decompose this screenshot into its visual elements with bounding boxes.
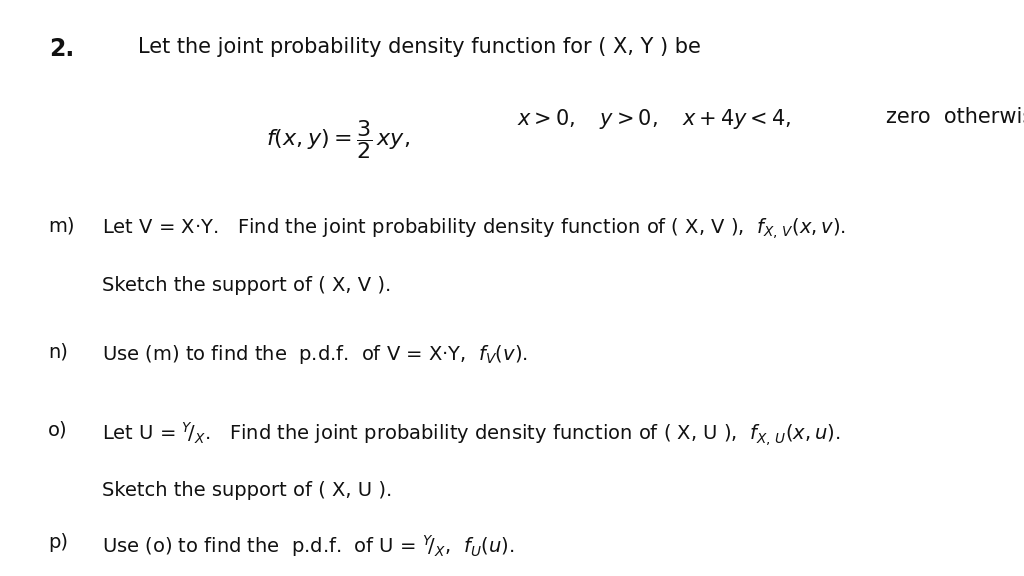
Text: Use (o) to find the  p.d.f.  of U = $^Y\!/_X$,  $f_U(u).$: Use (o) to find the p.d.f. of U = $^Y\!/… <box>102 533 515 559</box>
Text: Sketch the support of ( X, U ).: Sketch the support of ( X, U ). <box>102 481 392 500</box>
Text: Sketch the support of ( X, V ).: Sketch the support of ( X, V ). <box>102 276 391 295</box>
Text: m): m) <box>48 216 75 235</box>
Text: Let V = X·Y.   Find the joint probability density function of ( X, V ),  $f_{X,\: Let V = X·Y. Find the joint probability … <box>102 216 847 241</box>
Text: $x>0, \quad y>0, \quad x+4y<4,$: $x>0, \quad y>0, \quad x+4y<4,$ <box>517 107 792 131</box>
Text: n): n) <box>48 343 68 362</box>
Text: p): p) <box>48 533 69 552</box>
Text: $f(x,y) = \dfrac{3}{2}\,xy,$: $f(x,y) = \dfrac{3}{2}\,xy,$ <box>266 118 411 161</box>
Text: Let the joint probability density function for ( X, Y ) be: Let the joint probability density functi… <box>138 37 701 58</box>
Text: Let U = $^Y\!/_X$.   Find the joint probability density function of ( X, U ),  $: Let U = $^Y\!/_X$. Find the joint probab… <box>102 420 841 448</box>
Text: Use (m) to find the  p.d.f.  of V = X·Y,  $f_V(v).$: Use (m) to find the p.d.f. of V = X·Y, $… <box>102 343 528 366</box>
Text: o): o) <box>48 420 68 439</box>
Text: zero  otherwise.: zero otherwise. <box>886 107 1024 127</box>
Text: 2.: 2. <box>49 37 75 62</box>
